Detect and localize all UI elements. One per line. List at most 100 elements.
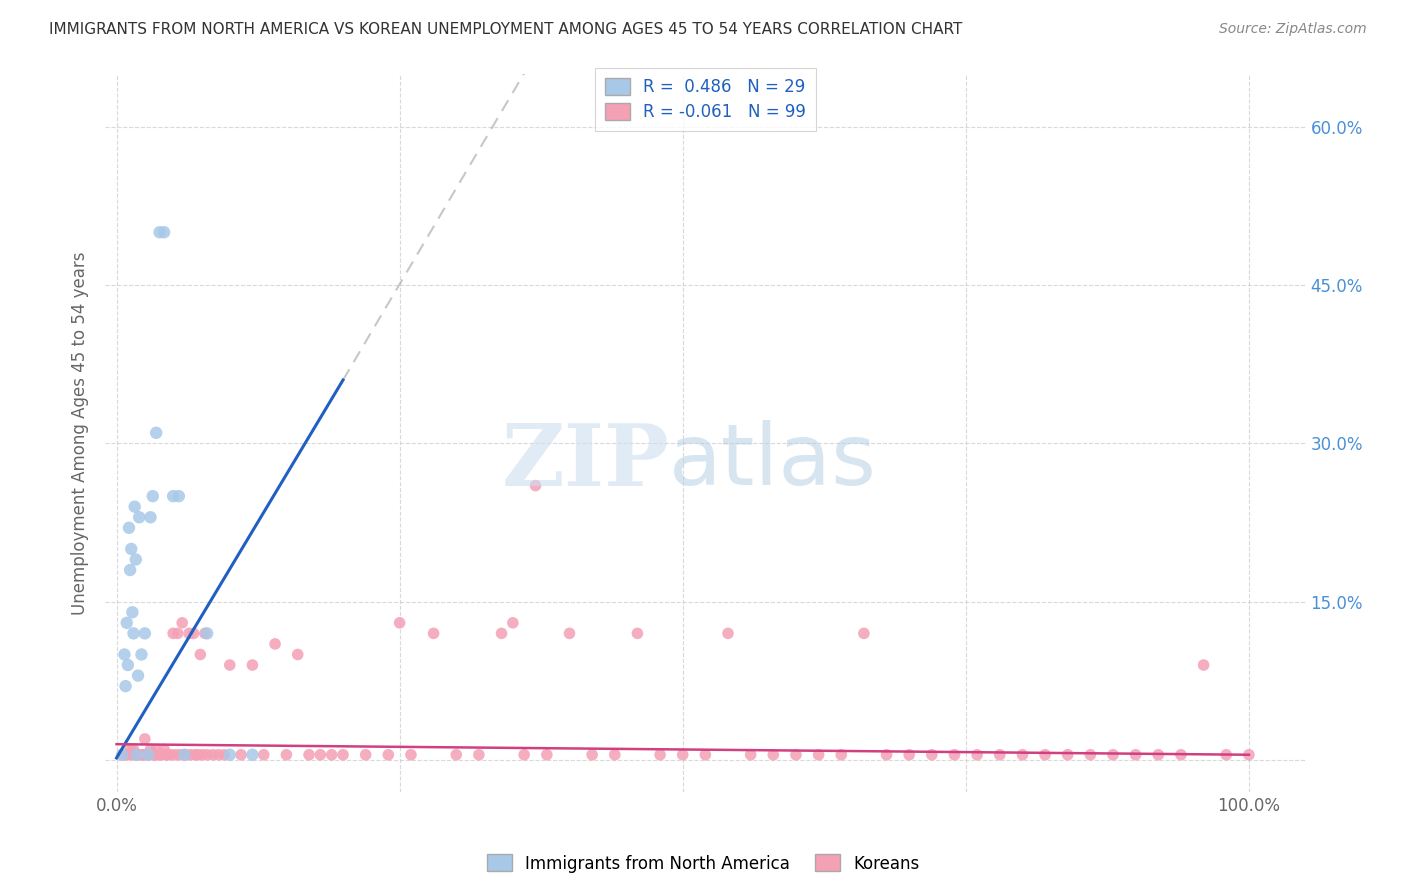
Point — [513, 747, 536, 762]
Point — [121, 747, 143, 762]
Point — [145, 425, 167, 440]
Point — [717, 626, 740, 640]
Point — [122, 742, 145, 756]
Point — [124, 500, 146, 514]
Point — [115, 615, 138, 630]
Point — [898, 747, 921, 762]
Point — [524, 478, 547, 492]
Point — [117, 747, 139, 762]
Legend: R =  0.486   N = 29, R = -0.061   N = 99: R = 0.486 N = 29, R = -0.061 N = 99 — [595, 68, 815, 131]
Point — [121, 605, 143, 619]
Point — [785, 747, 807, 762]
Point — [183, 626, 205, 640]
Point — [156, 747, 179, 762]
Point — [603, 747, 626, 762]
Point — [672, 747, 695, 762]
Point — [166, 626, 188, 640]
Point — [111, 747, 134, 762]
Point — [139, 510, 162, 524]
Point — [581, 747, 603, 762]
Point — [332, 747, 354, 762]
Point — [558, 626, 581, 640]
Point — [762, 747, 785, 762]
Point — [242, 658, 264, 673]
Point — [146, 747, 169, 762]
Point — [124, 747, 146, 762]
Point — [1170, 747, 1192, 762]
Point — [125, 747, 148, 762]
Point — [695, 747, 717, 762]
Point — [354, 747, 377, 762]
Point — [444, 747, 467, 762]
Point — [153, 225, 176, 239]
Point — [128, 510, 150, 524]
Point — [142, 747, 165, 762]
Point — [136, 747, 159, 762]
Point — [143, 747, 166, 762]
Text: IMMIGRANTS FROM NORTH AMERICA VS KOREAN UNEMPLOYMENT AMONG AGES 45 TO 54 YEARS C: IMMIGRANTS FROM NORTH AMERICA VS KOREAN … — [49, 22, 963, 37]
Point — [173, 747, 195, 762]
Point — [422, 626, 444, 640]
Point — [122, 626, 145, 640]
Point — [180, 747, 202, 762]
Point — [966, 747, 988, 762]
Point — [218, 747, 240, 762]
Point — [242, 747, 264, 762]
Point — [1192, 658, 1215, 673]
Point — [321, 747, 343, 762]
Point — [491, 626, 513, 640]
Point — [165, 747, 187, 762]
Point — [253, 747, 276, 762]
Y-axis label: Unemployment Among Ages 45 to 54 years: Unemployment Among Ages 45 to 54 years — [72, 251, 89, 615]
Point — [1102, 747, 1125, 762]
Legend: Immigrants from North America, Koreans: Immigrants from North America, Koreans — [479, 847, 927, 880]
Point — [114, 648, 136, 662]
Text: atlas: atlas — [669, 420, 877, 503]
Point — [207, 747, 229, 762]
Point — [128, 747, 150, 762]
Point — [136, 747, 159, 762]
Point — [468, 747, 491, 762]
Point — [142, 489, 165, 503]
Point — [988, 747, 1011, 762]
Point — [1237, 747, 1260, 762]
Point — [132, 747, 155, 762]
Point — [1147, 747, 1170, 762]
Point — [120, 742, 142, 756]
Point — [155, 747, 177, 762]
Point — [145, 742, 167, 756]
Point — [648, 747, 671, 762]
Point — [807, 747, 830, 762]
Point — [111, 747, 134, 762]
Point — [1080, 747, 1102, 762]
Point — [536, 747, 558, 762]
Point — [150, 747, 173, 762]
Point — [1011, 747, 1033, 762]
Point — [142, 747, 165, 762]
Point — [377, 747, 399, 762]
Point — [162, 626, 184, 640]
Point — [212, 747, 235, 762]
Point — [117, 658, 139, 673]
Point — [830, 747, 852, 762]
Point — [172, 615, 194, 630]
Point — [118, 521, 141, 535]
Point — [131, 747, 153, 762]
Point — [191, 747, 214, 762]
Point — [160, 747, 183, 762]
Point — [114, 747, 136, 762]
Text: ZIP: ZIP — [502, 419, 669, 503]
Point — [173, 747, 195, 762]
Point — [114, 679, 136, 693]
Point — [201, 747, 224, 762]
Point — [153, 742, 176, 756]
Point — [502, 615, 524, 630]
Point — [852, 626, 875, 640]
Point — [264, 637, 287, 651]
Text: Source: ZipAtlas.com: Source: ZipAtlas.com — [1219, 22, 1367, 37]
Point — [120, 563, 142, 577]
Point — [125, 747, 148, 762]
Point — [188, 648, 211, 662]
Point — [626, 626, 648, 640]
Point — [169, 747, 191, 762]
